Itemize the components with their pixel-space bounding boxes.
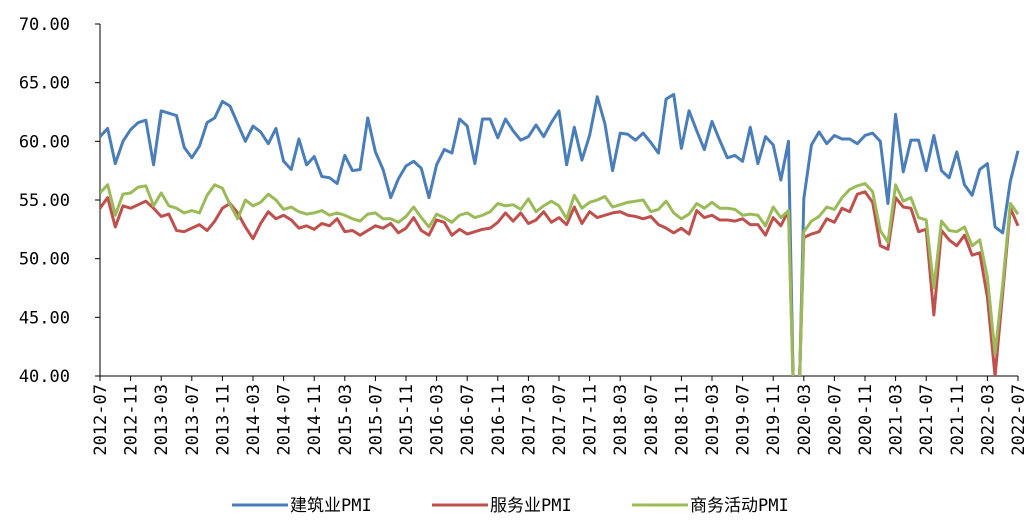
x-tick-label: 2018-07	[642, 384, 662, 456]
series-line	[100, 182, 1020, 376]
series-line	[100, 190, 1020, 376]
x-tick-label: 2013-11	[213, 384, 233, 456]
y-tick-label: 55.00	[19, 191, 70, 211]
legend-label: 服务业PMI	[490, 496, 572, 516]
x-tick-label: 2013-03	[152, 384, 172, 456]
x-tick-label: 2021-11	[948, 384, 968, 456]
y-tick-label: 45.00	[19, 308, 70, 328]
x-tick-label: 2014-03	[244, 384, 264, 456]
x-tick-label: 2017-11	[581, 384, 601, 456]
x-tick-label: 2016-03	[428, 384, 448, 456]
x-tick-label: 2014-11	[305, 384, 325, 456]
x-tick-label: 2012-11	[122, 384, 142, 456]
x-tick-label: 2015-11	[397, 384, 417, 456]
y-tick-label: 50.00	[19, 250, 70, 270]
x-tick-label: 2022-03	[978, 384, 998, 456]
x-tick-label: 2021-07	[917, 384, 937, 456]
y-tick-label: 60.00	[19, 132, 70, 152]
x-tick-label: 2017-03	[519, 384, 539, 456]
x-tick-label: 2018-11	[672, 384, 692, 456]
y-tick-label: 40.00	[19, 367, 70, 387]
x-tick-label: 2014-07	[275, 384, 295, 456]
x-tick-label: 2013-07	[183, 384, 203, 456]
x-tick-label: 2022-07	[1009, 384, 1028, 456]
y-tick-label: 65.00	[19, 74, 70, 94]
x-tick-label: 2019-03	[703, 384, 723, 456]
x-tick-label: 2016-07	[458, 384, 478, 456]
x-tick-label: 2019-11	[764, 384, 784, 456]
x-tick-label: 2018-03	[611, 384, 631, 456]
legend-label: 建筑业PMI	[290, 496, 372, 516]
x-tick-label: 2019-07	[734, 384, 754, 456]
plot-area	[100, 92, 1020, 376]
x-tick-label: 2021-03	[887, 384, 907, 456]
x-tick-label: 2016-11	[489, 384, 509, 456]
x-tick-label: 2015-03	[336, 384, 356, 456]
x-tick-label: 2020-03	[795, 384, 815, 456]
x-tick-label: 2017-07	[550, 384, 570, 456]
x-tick-label: 2020-07	[825, 384, 845, 456]
x-tick-label: 2012-07	[91, 384, 111, 456]
x-tick-label: 2020-11	[856, 384, 876, 456]
series-line	[100, 92, 1020, 376]
x-tick-label: 2015-07	[366, 384, 386, 456]
y-tick-label: 70.00	[19, 15, 70, 35]
legend-label: 商务活动PMI	[690, 496, 789, 516]
